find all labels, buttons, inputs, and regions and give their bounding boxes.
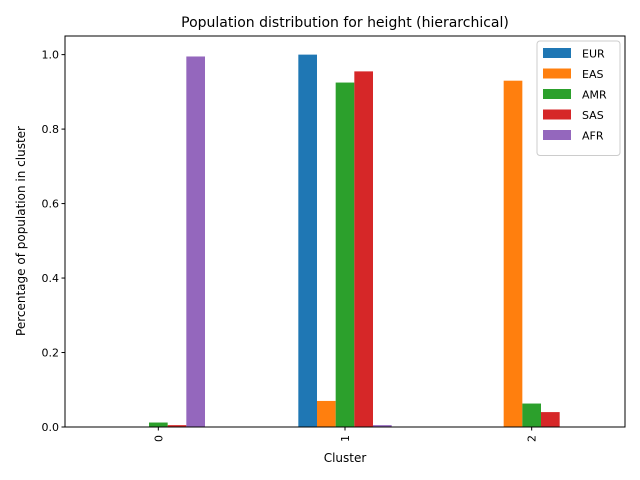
bar-afr-cluster-0 [186, 56, 205, 427]
bar-sas-cluster-0 [167, 425, 187, 427]
bar-eas-cluster-2 [503, 80, 523, 427]
legend-swatch-amr [543, 89, 571, 99]
x-axis: 0 1 2 [152, 427, 539, 442]
bar-eur-cluster-1 [298, 54, 317, 428]
y-axis: 0.0 0.2 0.4 0.6 0.8 1.0 [42, 49, 65, 434]
y-tick-label: 0.8 [42, 123, 60, 136]
y-tick-label: 0.0 [42, 421, 60, 434]
bar-eas-cluster-1 [317, 400, 336, 427]
y-tick-label: 0.2 [42, 347, 60, 360]
bar-amr-cluster-2 [522, 403, 541, 427]
legend-swatch-afr [543, 130, 571, 140]
legend-label-eas: EAS [582, 68, 603, 81]
y-tick-label: 1.0 [42, 49, 60, 62]
bar-afr-cluster-1 [373, 425, 392, 427]
legend-label-amr: AMR [582, 89, 607, 102]
x-tick-label: 1 [339, 435, 352, 442]
bar-amr-cluster-1 [335, 82, 355, 428]
legend-swatch-eur [543, 48, 571, 58]
legend-label-eur: EUR [582, 48, 605, 61]
bars-group [149, 54, 560, 428]
legend-swatch-sas [543, 109, 571, 120]
legend-label-sas: SAS [582, 109, 604, 122]
y-tick-label: 0.4 [42, 272, 60, 285]
x-tick-label: 0 [152, 435, 165, 442]
legend-swatch-eas [543, 68, 571, 79]
y-tick-label: 0.6 [42, 198, 60, 211]
legend-label-afr: AFR [582, 130, 604, 143]
bar-amr-cluster-0 [149, 422, 168, 427]
x-axis-label: Cluster [324, 451, 367, 465]
bar-sas-cluster-2 [541, 412, 560, 427]
chart-title: Population distribution for height (hier… [181, 15, 509, 31]
y-axis-label: Percentage of population in cluster [14, 126, 28, 336]
bar-sas-cluster-1 [354, 71, 373, 427]
x-tick-label: 2 [526, 435, 539, 442]
legend: EUR EAS AMR SAS AFR [536, 40, 621, 156]
